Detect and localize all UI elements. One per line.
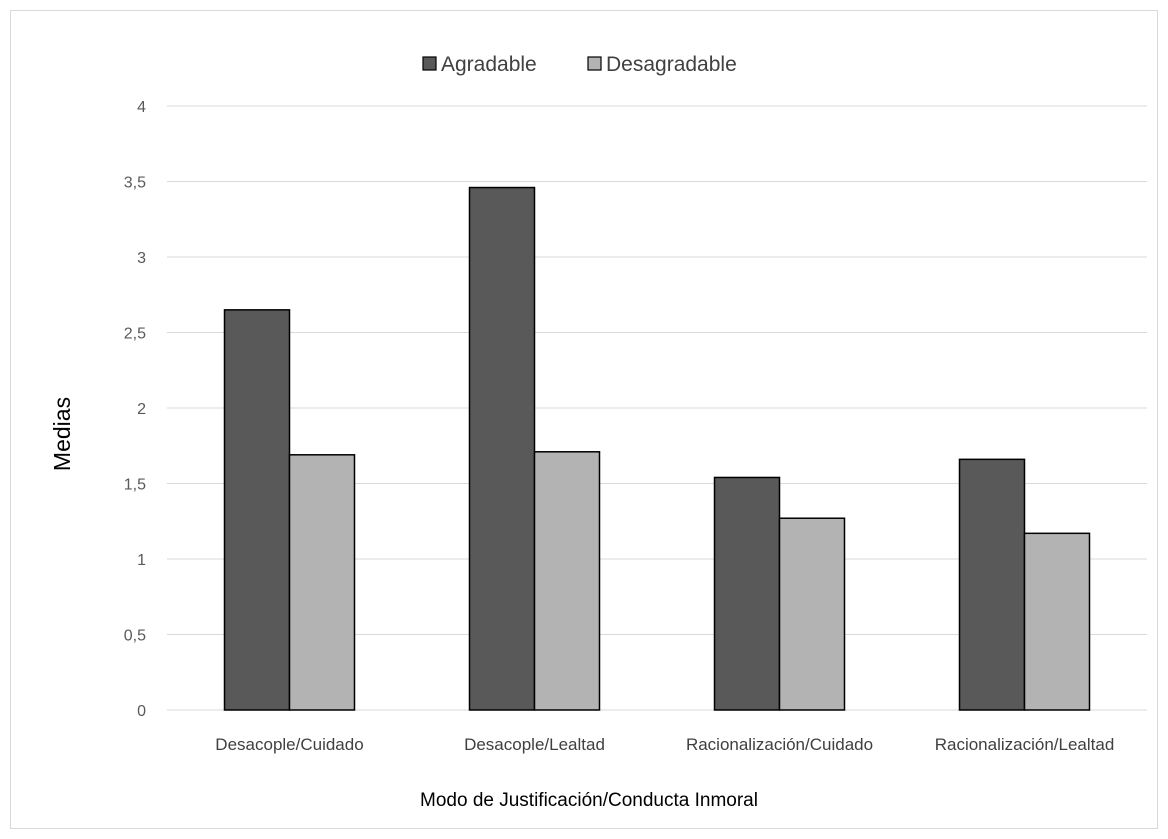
bar-agradable-3 [713, 476, 781, 711]
legend-label-desagradable: Desagradable [606, 53, 737, 76]
y-tick-label: 3 [137, 250, 146, 267]
category-label: Racionalización/Cuidado [686, 735, 873, 754]
y-tick-labels: 0 0,5 1 1,5 2 2,5 3 3,5 4 [124, 99, 146, 720]
legend-swatch-desagradable [587, 56, 602, 71]
y-tick-label: 1 [137, 552, 146, 569]
bar-agradable-4 [958, 458, 1026, 711]
legend-swatch-agradable [422, 56, 437, 71]
legend-label-agradable: Agradable [441, 53, 537, 76]
y-axis-title: Medias [49, 397, 75, 471]
category-label: Racionalización/Lealtad [935, 735, 1115, 754]
y-tick-label: 4 [137, 99, 146, 116]
category-label: Desacople/Lealtad [464, 735, 605, 754]
bar-desagradable-4 [1023, 532, 1091, 711]
y-tick-label: 1,5 [124, 477, 146, 494]
bar-desagradable-1 [288, 454, 356, 711]
bars [223, 186, 1091, 711]
legend: Agradable Desagradable [422, 53, 737, 76]
y-tick-label: 0,5 [124, 628, 146, 645]
y-tick-label: 0 [137, 703, 146, 720]
y-tick-label: 2,5 [124, 326, 146, 343]
bar-agradable-1 [223, 309, 291, 711]
category-labels: Desacople/Cuidado Desacople/Lealtad Racion… [215, 735, 1114, 754]
bar-agradable-2 [468, 186, 536, 711]
bar-desagradable-3 [778, 517, 846, 711]
y-tick-label: 2 [137, 401, 146, 418]
x-axis-title: Modo de Justificación/Conducta Inmoral [420, 790, 758, 811]
category-label: Desacople/Cuidado [215, 735, 363, 754]
bar-desagradable-2 [533, 451, 601, 711]
y-tick-label: 3,5 [124, 175, 146, 192]
